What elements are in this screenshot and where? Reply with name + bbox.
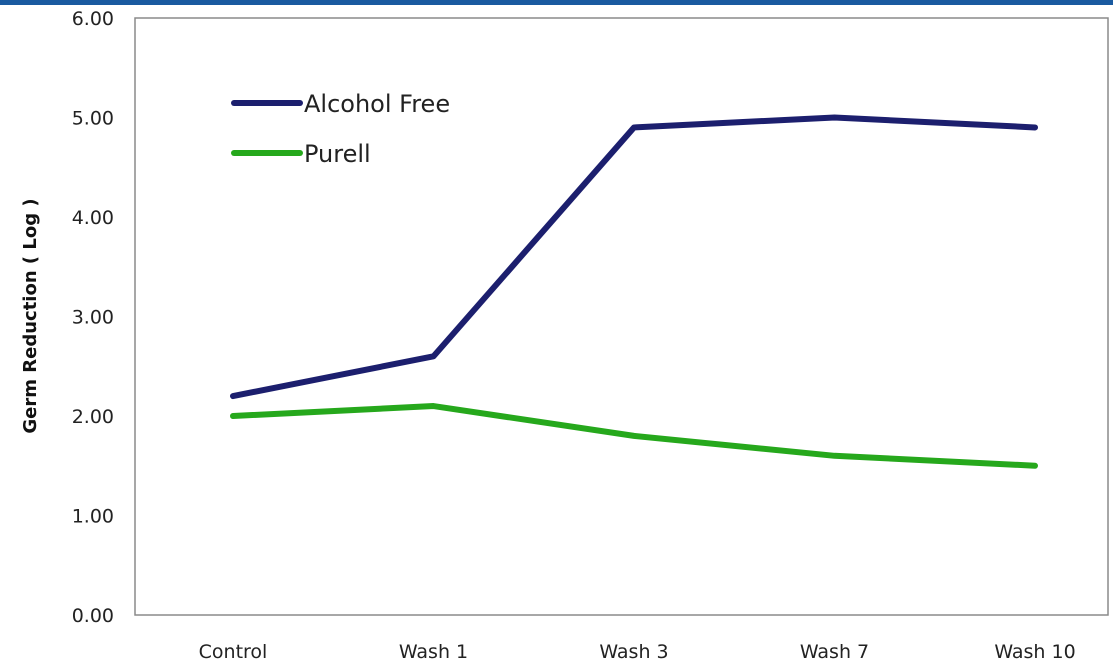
y-tick-label: 2.00: [72, 406, 114, 428]
y-tick-label: 5.00: [72, 108, 114, 130]
x-tick-labels: Control Wash 1 Wash 3 Wash 7 Wash 10: [199, 641, 1076, 663]
y-axis-title: Germ Reduction ( Log ): [20, 198, 41, 433]
x-tick-label: Wash 10: [994, 641, 1075, 663]
legend: Alcohol Free Purell: [231, 90, 450, 168]
x-tick-label: Wash 1: [399, 641, 468, 663]
series-lines: [230, 114, 1038, 469]
top-border: [0, 0, 1113, 5]
legend-label-purell: Purell: [304, 140, 371, 168]
y-tick-label: 0.00: [72, 605, 114, 627]
y-tick-labels: 0.00 1.00 2.00 3.00 4.00 5.00 6.00: [72, 8, 114, 627]
x-tick-label: Wash 3: [599, 641, 668, 663]
y-tick-label: 3.00: [72, 307, 114, 329]
y-tick-label: 4.00: [72, 207, 114, 229]
x-tick-label: Wash 7: [800, 641, 869, 663]
y-tick-label: 6.00: [72, 8, 114, 30]
plot-area: [134, 17, 1109, 616]
legend-label-alcohol-free: Alcohol Free: [304, 90, 450, 118]
y-tick-label: 1.00: [72, 506, 114, 528]
x-tick-label: Control: [199, 641, 268, 663]
